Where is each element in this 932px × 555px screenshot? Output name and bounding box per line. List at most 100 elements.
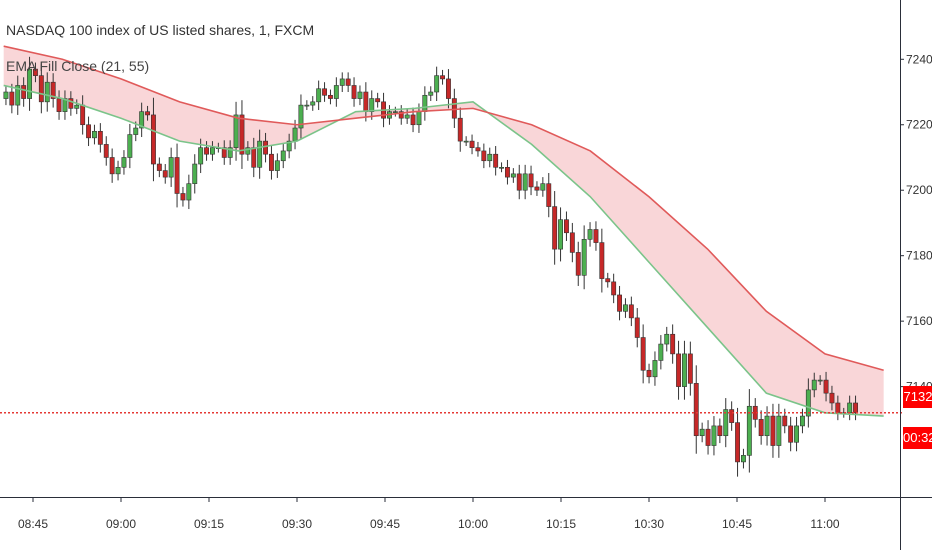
candle-body (428, 91, 434, 96)
candle (699, 422, 705, 443)
candle-body (540, 183, 546, 191)
candle (180, 186, 186, 207)
candle (558, 207, 564, 262)
candle-body (292, 127, 298, 142)
candle-body (717, 425, 723, 437)
time-tick-label: 09:30 (282, 517, 312, 531)
candle (811, 372, 817, 398)
candle-body (628, 304, 634, 319)
candle-body (139, 111, 145, 129)
candle (593, 221, 599, 251)
price-tick-label: 7200 (906, 183, 932, 197)
candle-body (776, 415, 782, 446)
candle (829, 385, 835, 411)
candle (121, 150, 127, 175)
candle-body (687, 353, 693, 384)
candle-body (723, 409, 729, 437)
candle-body (38, 75, 44, 103)
candle-body (599, 242, 605, 279)
candle-body (339, 78, 345, 86)
candle-body (115, 167, 121, 175)
candle (68, 91, 74, 116)
candle-body (404, 114, 410, 119)
candle-body (109, 157, 115, 175)
candle-body (286, 140, 292, 152)
candle-body (445, 78, 451, 99)
candle-body (605, 278, 611, 283)
candle-body (156, 163, 162, 171)
candle (776, 403, 782, 458)
candle (3, 85, 9, 106)
candle (457, 107, 463, 152)
candle-body (611, 281, 617, 296)
candle-body (788, 425, 794, 443)
candle-body (127, 134, 133, 158)
candle-body (510, 173, 516, 178)
candle-body (3, 91, 9, 99)
candle-body (251, 147, 257, 168)
candle (569, 222, 575, 263)
candle (617, 285, 623, 321)
candle (156, 157, 162, 178)
ema-slow-line (3, 45, 884, 372)
candle-body (853, 402, 859, 414)
candle (758, 410, 764, 445)
symbol-title: NASDAQ 100 index of US listed shares, 1,… (6, 22, 315, 38)
candle-body (699, 428, 705, 437)
candle (274, 153, 280, 178)
candle (50, 73, 56, 108)
price-axis[interactable]: 714071607180720072207240 (900, 52, 932, 394)
candle (15, 75, 21, 115)
candle-body (817, 379, 823, 382)
candle (481, 143, 487, 169)
candle (817, 375, 823, 385)
candle-body (221, 147, 227, 158)
candle (280, 143, 286, 169)
candle-body (469, 140, 475, 148)
candle (640, 324, 646, 384)
candle-body (711, 425, 717, 446)
candle-body (398, 111, 404, 119)
candle (127, 123, 133, 169)
candle (162, 164, 168, 184)
candle (392, 106, 398, 117)
candle-body (676, 353, 682, 387)
candle-body (811, 379, 817, 391)
candle (103, 136, 109, 166)
candle-body (327, 94, 333, 99)
candle (794, 416, 800, 452)
candle-body (652, 360, 658, 378)
indicator-legend[interactable]: EMA Fill Close (21, 55) (6, 58, 150, 74)
candle-body (32, 68, 38, 76)
candle (27, 56, 32, 111)
time-tick-label: 10:45 (722, 517, 752, 531)
candle-body (133, 127, 139, 135)
candle (145, 105, 150, 121)
candle-body (640, 337, 646, 371)
candle (316, 80, 322, 111)
candle-body (92, 130, 97, 139)
candle (21, 77, 27, 107)
candle (611, 273, 617, 304)
candle (327, 89, 333, 105)
candle-body (186, 183, 192, 201)
candle-body (298, 104, 304, 129)
candle-body (705, 428, 711, 446)
time-axis[interactable]: 08:45 09:00 09:15 09:30 09:45 10:00 10:15 10:30… (18, 497, 840, 531)
candle (599, 228, 605, 293)
candle-body (174, 157, 180, 194)
time-tick-label: 09:00 (106, 517, 136, 531)
candle-body (516, 173, 522, 191)
candle-body (735, 422, 741, 463)
candle-body (151, 114, 156, 165)
candle (445, 69, 451, 109)
candle-body (740, 455, 746, 463)
candle-body (44, 81, 50, 103)
candle (339, 72, 345, 93)
price-tick-label: 7240 (906, 52, 932, 66)
candle (192, 154, 198, 194)
candle (221, 140, 227, 165)
candle-body (263, 140, 268, 155)
